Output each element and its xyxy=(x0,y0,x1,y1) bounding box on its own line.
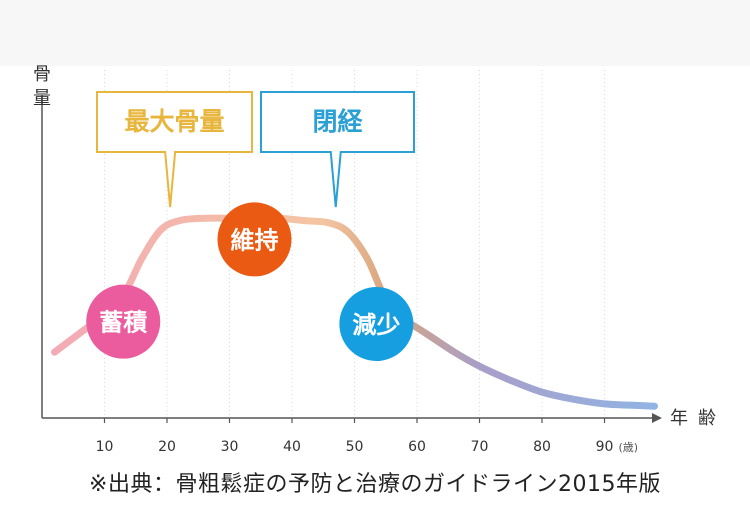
header-band xyxy=(0,0,750,66)
x-axis-arrow xyxy=(652,413,662,423)
x-unit-label: (歳) xyxy=(619,441,639,454)
x-tick-label: 30 xyxy=(221,439,239,455)
bone-mass-curve xyxy=(51,214,658,410)
x-axis-title-char: 年 xyxy=(670,408,688,429)
x-tick-label: 40 xyxy=(283,439,301,455)
phase-label: 減少 xyxy=(352,311,400,339)
source-note: ※出典：骨粗鬆症の予防と治療のガイドライン2015年版 xyxy=(89,472,661,497)
callout-label: 閉経 xyxy=(312,107,363,136)
x-tick-label: 70 xyxy=(471,439,489,455)
x-tick-label: 50 xyxy=(346,439,364,455)
x-tick-label: 10 xyxy=(96,439,114,455)
y-axis-title-char: 骨 xyxy=(33,64,51,85)
phase-circle xyxy=(339,287,414,361)
callout-label: 最大骨量 xyxy=(124,107,224,136)
phase-circle xyxy=(217,202,292,277)
x-axis-title-char: 齢 xyxy=(698,408,716,429)
phase-label: 維持 xyxy=(231,226,279,254)
phase-circle xyxy=(86,284,161,359)
x-tick-label: 90 xyxy=(596,439,614,455)
y-axis-title-char: 量 xyxy=(33,88,51,109)
x-tick-label: 60 xyxy=(408,439,426,455)
callout-box xyxy=(260,91,415,208)
x-tick-label: 80 xyxy=(533,439,551,455)
callout-box xyxy=(96,91,253,208)
x-tick-label: 20 xyxy=(158,439,176,455)
phase-label: 蓄積 xyxy=(99,309,147,337)
